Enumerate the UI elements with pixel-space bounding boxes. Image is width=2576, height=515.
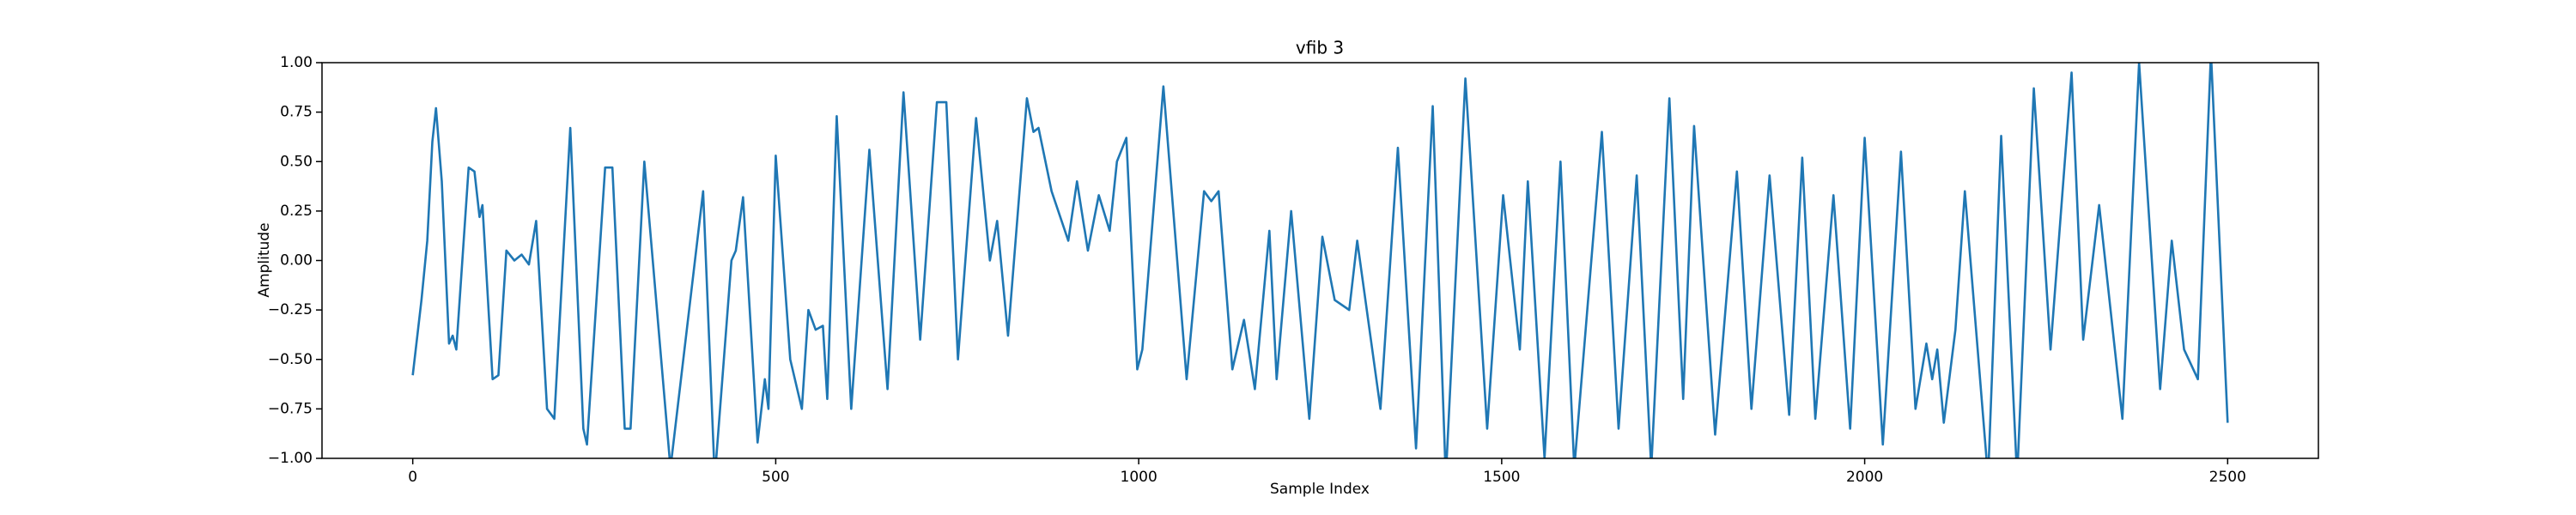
y-tick-label: −0.25 [268, 301, 313, 318]
plot-area [411, 63, 2229, 458]
y-tick-label: 0.50 [280, 153, 313, 170]
x-tick-label: 1000 [1121, 469, 1157, 486]
x-tick-label: 500 [762, 469, 789, 486]
y-tick-label: −0.75 [268, 400, 313, 417]
data-line [411, 63, 2229, 458]
x-tick-label: 0 [408, 469, 417, 486]
x-tick-label: 2000 [1846, 469, 1883, 486]
y-tick-label: −1.00 [268, 450, 313, 467]
x-tick-label: 2500 [2209, 469, 2246, 486]
y-tick-label: −0.50 [268, 351, 313, 368]
y-tick-label: 0.25 [280, 203, 313, 220]
x-tick-label: 1500 [1483, 469, 1520, 486]
y-tick-label: 0.75 [280, 104, 313, 121]
x-axis-label: Sample Index [1270, 481, 1370, 498]
y-tick-label: 0.00 [280, 252, 313, 270]
y-axis-label: Amplitude [256, 222, 273, 297]
y-tick-label: 1.00 [280, 54, 313, 71]
chart-title: vfib 3 [1296, 38, 1344, 58]
